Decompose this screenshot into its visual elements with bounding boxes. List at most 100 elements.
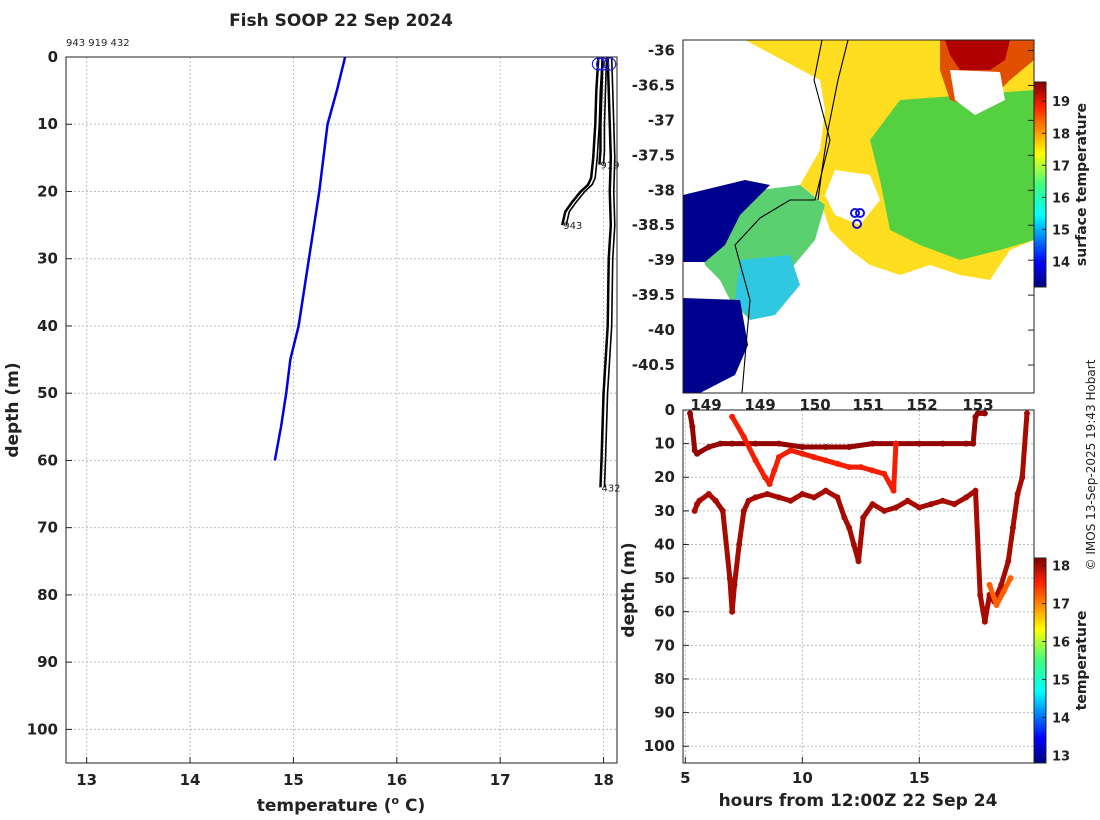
timeseries-ticks: 5 10 15 0 10 20 30 40 50 60 70 80 90 100 [644,401,930,787]
timeseries-point [986,581,993,588]
profile-y-tick-label: 50 [37,384,58,402]
timeseries-point [775,440,782,447]
shelf-contour [817,40,849,201]
timeseries-point [890,487,897,494]
timeseries-point [726,575,733,582]
timeseries-y-tick-label: 90 [654,704,675,722]
profile-axes-frame [65,56,618,764]
timeseries-point [822,443,829,450]
timeseries-point [881,507,888,514]
temperature-colorbar-tick-label: 13 [1052,749,1070,764]
sst-colorbar-tick-label: 16 [1052,191,1070,206]
sst-map-x-tick-label: 152 [906,396,937,414]
sst-colorbar-tick-label: 19 [1052,95,1070,110]
sst-map-field [683,40,1034,393]
timeseries-point [916,440,923,447]
timeseries-point [740,433,747,440]
coastline [734,40,831,393]
timeseries-x-tick-label: 5 [680,769,690,787]
sst-map-y-tick-label: -37.5 [632,146,675,164]
timeseries-y-tick-label: 100 [644,737,675,755]
profile-x-axis-label: temperature (o C) [257,794,426,816]
profile-y-tick-label: 10 [37,115,58,133]
timeseries-point [764,491,771,498]
timeseries-point [691,507,698,514]
timeseries-point [963,440,970,447]
timeseries-point [981,410,988,417]
timeseries-track [729,414,899,494]
timeseries-y-tick-label: 10 [654,435,675,453]
timeseries-point [822,487,829,494]
timeseries-y-tick-label: 70 [654,636,675,654]
timeseries-point [951,501,958,508]
timeseries-point [787,497,794,504]
timeseries-point [799,443,806,450]
profile-x-tick-label: 13 [76,771,97,789]
sst-map-ticks: -36 -36.5 -37 -37.5 -38 -38.5 -39 -39.5 -40 -40.5… [632,41,1034,414]
timeseries-point [974,410,981,417]
timeseries-point [740,507,747,514]
timeseries-y-tick-label: 20 [654,468,675,486]
profile-y-tick-label: 70 [37,519,58,537]
timeseries-point [811,454,818,461]
timeseries-point [729,608,736,615]
sst-map-x-tick-label: 149 [690,396,721,414]
profile-y-tick-label: 100 [27,720,58,738]
sst-map: -36 -36.5 -37 -37.5 -38 -38.5 -39 -39.5 -40 -40.5… [632,39,1090,414]
timeseries-point [1005,558,1012,565]
profile-x-tick-label: 17 [490,771,511,789]
sst-colorbar-tick-label: 14 [1052,255,1070,270]
profile-y-tick-label: 90 [37,653,58,671]
surface-marker [595,57,610,71]
sst-map-y-tick-label: -40 [648,321,675,339]
timeseries-point [731,581,738,588]
profile-x-tick-label: 15 [283,771,304,789]
temperature-colorbar-tick-label: 14 [1052,711,1070,726]
sst-cyan-patch [735,255,800,320]
timeseries-point [752,457,759,464]
timeseries-point [717,440,724,447]
timeseries-point [892,440,899,447]
sst-colorbar-tick-label: 17 [1052,159,1070,174]
timeseries-point [846,443,853,450]
timeseries-point [928,501,935,508]
timeseries-point [811,494,818,501]
timeseries-point [822,457,829,464]
timeseries-point [689,423,696,430]
timeseries-point [846,464,853,471]
credit-label: © IMOS 13-Sep-2025 19:43 Hobart [1084,359,1098,570]
sst-colorbar-bar [1033,81,1047,288]
timeseries-point [696,497,703,504]
timeseries-point [881,470,888,477]
timeseries-y-axis-label: depth (m) [619,542,639,637]
timeseries-point [904,497,911,504]
profile-gridlines [66,56,617,763]
timeseries-point [761,474,768,481]
timeseries-point [850,541,857,548]
timeseries-point [687,410,694,417]
timeseries-point [787,447,794,454]
temperature-colorbar-bar [1033,557,1047,764]
sst-green-patch [870,90,1034,260]
timeseries-point [766,480,773,487]
sst-map-y-tick-label: -36.5 [632,76,675,94]
sst-colorbar-label: surface temperature [1074,103,1090,266]
sst-cloud-patch [950,70,1005,115]
sst-map-y-tick-label: -39 [648,251,675,269]
sst-cold-patch-south [683,298,748,393]
sst-colorbar: 14 15 16 17 18 19 surface temperature [1033,81,1090,288]
profile-label: 943 [563,221,582,232]
sst-map-x-tick-label: 149 [744,396,775,414]
timeseries-y-tick-label: 40 [654,535,675,553]
deployment-markers [850,208,865,229]
profile-x-tick-label: 18 [593,771,614,789]
timeseries-x-axis-label: hours from 12:00Z 22 Sep 24 [719,791,998,811]
timeseries-points [687,410,1030,625]
sst-hot-patch [945,40,1010,70]
timeseries-point [869,467,876,474]
timeseries-point [993,601,1000,608]
timeseries-point [1019,474,1026,481]
